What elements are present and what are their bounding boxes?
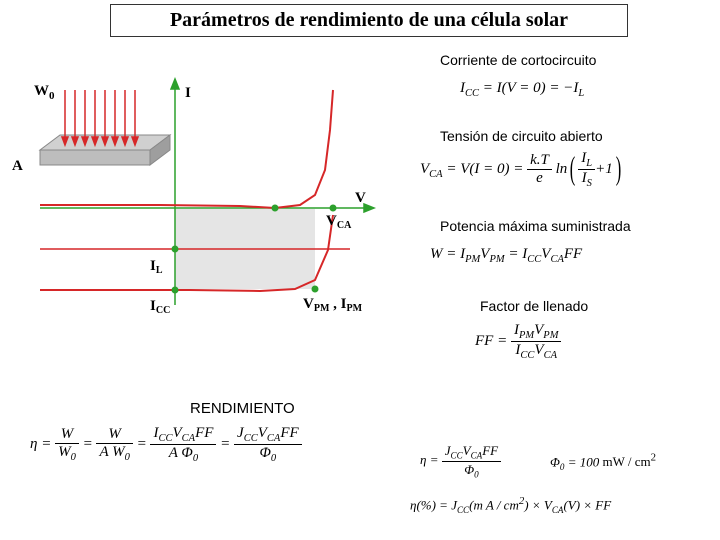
label-il: IL xyxy=(150,258,163,276)
short-circuit-label: Corriente de cortocircuito xyxy=(440,52,596,68)
page-title: Parámetros de rendimiento de una célula … xyxy=(110,4,628,37)
efficiency-right-eq2: Φ0 = 100 mW / cm2 xyxy=(550,452,656,472)
fill-factor-eq: FF = IPMVPMICCVCA xyxy=(475,322,561,361)
fill-factor-label: Factor de llenado xyxy=(480,298,588,314)
iv-diagram: W0 I A V VCA IL ICC VPM , IPM xyxy=(10,75,400,375)
open-circuit-eq: VCA = V(I = 0) = k.Te ln(ILIS+1) xyxy=(420,150,624,189)
efficiency-main-eq: η = WW0 = WA W0 = ICCVCAFFA Φ0 = JCCVCAF… xyxy=(30,425,302,464)
short-circuit-eq: ICC = I(V = 0) = −IL xyxy=(460,80,584,99)
efficiency-right-eq3: η(%) = JCC(m A / cm2) × VCA(V) × FF xyxy=(410,495,611,515)
label-pm: VPM , IPM xyxy=(303,296,363,314)
label-w0: W0 xyxy=(34,83,55,102)
efficiency-heading: RENDIMIENTO xyxy=(190,400,295,417)
efficiency-right-eq1: η = JCCVCAFFΦ0 xyxy=(420,443,501,479)
open-circuit-label: Tensión de circuito abierto xyxy=(440,128,603,144)
max-power-eq: W = IPMVPM = ICCVCAFF xyxy=(430,246,582,265)
label-a: A xyxy=(12,158,23,174)
label-vca: VCA xyxy=(326,213,352,231)
label-v: V xyxy=(355,190,366,206)
max-power-label: Potencia máxima suministrada xyxy=(440,218,631,234)
label-i: I xyxy=(185,85,191,101)
label-icc: ICC xyxy=(150,298,170,316)
